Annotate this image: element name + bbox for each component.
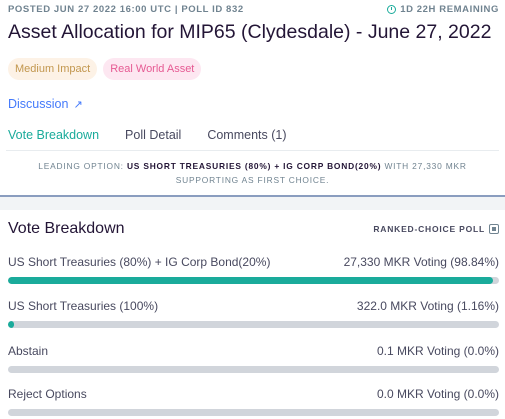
posted-info: POSTED JUN 27 2022 16:00 UTC | POLL ID 8…: [8, 4, 244, 15]
leading-option-banner: LEADING OPTION: US SHORT TREASURIES (80%…: [6, 150, 499, 194]
option-name: US Short Treasuries (80%) + IG Corp Bond…: [8, 255, 271, 269]
vote-breakdown-card: Vote Breakdown RANKED-CHOICE POLL US Sho…: [0, 210, 505, 419]
option-progress-bar: [8, 321, 499, 328]
clock-icon: [387, 5, 397, 14]
poll-tabs: Vote Breakdown Poll Detail Comments (1): [8, 128, 313, 142]
time-remaining-label: 1D 22H REMAINING: [400, 4, 499, 15]
leading-suffix: WITH 27,330 MKR SUPPORTING AS FIRST CHOI…: [175, 161, 467, 185]
option-progress-bar: [8, 277, 499, 284]
external-link-icon: ↗: [73, 98, 83, 111]
option-votes: 27,330 MKR Voting (98.84%): [343, 255, 499, 269]
poll-tags: Medium Impact Real World Asset: [8, 58, 202, 80]
tab-vote-breakdown[interactable]: Vote Breakdown: [8, 128, 100, 142]
option-votes: 322.0 MKR Voting (1.16%): [356, 299, 499, 313]
poll-meta: POSTED JUN 27 2022 16:00 UTC | POLL ID 8…: [8, 4, 499, 16]
leading-option-name: US SHORT TREASURIES (80%) + IG CORP BOND…: [126, 161, 382, 171]
time-remaining: 1D 22H REMAINING: [387, 4, 499, 15]
tab-poll-detail[interactable]: Poll Detail: [125, 128, 182, 142]
discussion-label: Discussion: [8, 97, 69, 111]
tab-comments[interactable]: Comments (1): [207, 128, 287, 142]
info-icon[interactable]: [489, 224, 499, 234]
option-progress-fill: [8, 277, 494, 284]
leading-prefix: LEADING OPTION:: [38, 161, 124, 171]
option-row: Reject Options 0.0 MKR Voting (0.0%): [8, 387, 499, 419]
option-name: Abstain: [8, 344, 49, 358]
option-votes: 0.1 MKR Voting (0.0%): [376, 344, 499, 358]
option-progress-fill: [8, 321, 14, 328]
page-title: Asset Allocation for MIP65 (Clydesdale) …: [8, 21, 492, 43]
option-row: US Short Treasuries (100%) 322.0 MKR Vot…: [8, 299, 499, 339]
option-progress-bar: [8, 409, 499, 416]
divider: [0, 195, 505, 197]
discussion-link[interactable]: Discussion ↗: [8, 97, 83, 111]
option-row: Abstain 0.1 MKR Voting (0.0%): [8, 344, 499, 384]
section-gap: [0, 197, 505, 210]
breakdown-title: Vote Breakdown: [8, 220, 125, 237]
option-name: US Short Treasuries (100%): [8, 299, 159, 313]
option-progress-bar: [8, 366, 499, 373]
option-votes: 0.0 MKR Voting (0.0%): [376, 387, 499, 401]
option-row: US Short Treasuries (80%) + IG Corp Bond…: [8, 255, 499, 295]
option-name: Reject Options: [8, 387, 87, 401]
poll-type: RANKED-CHOICE POLL: [373, 224, 499, 234]
poll-type-label: RANKED-CHOICE POLL: [373, 224, 485, 234]
poll-header-panel: POSTED JUN 27 2022 16:00 UTC | POLL ID 8…: [0, 0, 505, 198]
tag-medium-impact[interactable]: Medium Impact: [8, 58, 98, 80]
tag-real-world-asset[interactable]: Real World Asset: [103, 58, 202, 80]
